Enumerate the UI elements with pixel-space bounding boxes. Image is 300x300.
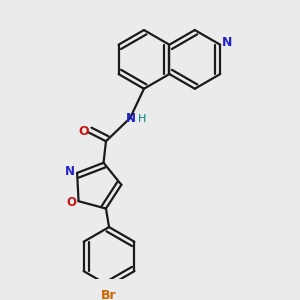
Text: Br: Br: [101, 289, 117, 300]
Text: H: H: [138, 114, 146, 124]
Text: O: O: [78, 124, 89, 138]
Text: N: N: [126, 112, 136, 125]
Text: N: N: [222, 36, 232, 49]
Text: O: O: [67, 196, 77, 209]
Text: N: N: [65, 165, 75, 178]
